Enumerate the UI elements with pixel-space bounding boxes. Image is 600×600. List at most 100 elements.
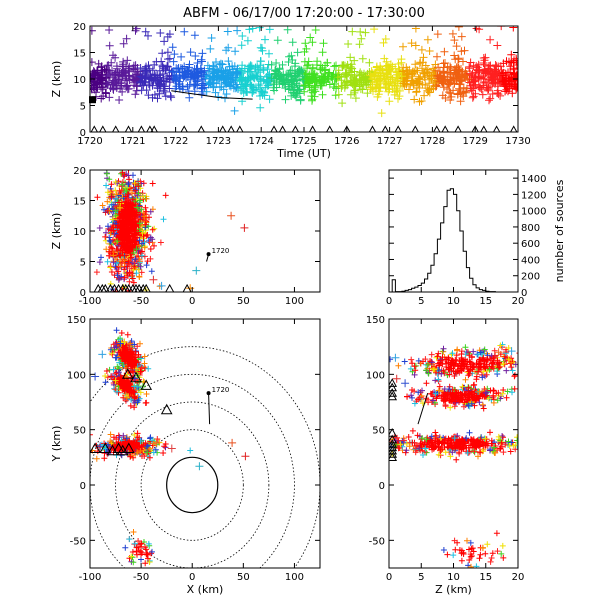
source-point: [164, 62, 172, 71]
source-point: [379, 70, 388, 78]
source-point: [375, 65, 384, 74]
range-ring: [140, 429, 244, 541]
source-point: [466, 367, 473, 374]
source-point: [475, 453, 481, 460]
source-point: [467, 359, 474, 366]
source-point: [287, 78, 296, 87]
source-point: [133, 359, 140, 366]
source-point: [318, 48, 327, 57]
y-tick-label: 20: [73, 22, 86, 33]
source-point: [452, 398, 459, 405]
histogram-step: [389, 188, 518, 293]
source-point: [217, 82, 226, 91]
source-point: [482, 550, 489, 557]
ground-triangle: [128, 283, 138, 292]
source-point: [189, 73, 198, 82]
source-point: [288, 38, 297, 47]
source-point: [505, 84, 514, 93]
source-point: [442, 402, 449, 408]
source-point: [130, 279, 137, 286]
source-point: [219, 76, 228, 85]
ground-triangle: [510, 125, 518, 132]
source-point: [487, 558, 494, 565]
y-tick-label: 100: [67, 370, 86, 381]
x-tick-label: -100: [79, 572, 102, 583]
source-point: [222, 90, 231, 98]
source-point: [162, 192, 169, 199]
source-point: [147, 208, 154, 215]
source-point: [307, 69, 316, 78]
source-point: [452, 368, 459, 375]
x-tick-label: 1724: [248, 136, 273, 147]
source-point: [453, 399, 459, 406]
source-point: [433, 354, 440, 361]
source-point: [150, 440, 157, 447]
y-axis-label: Z (km): [50, 213, 63, 250]
source-point: [356, 27, 365, 36]
source-point: [131, 180, 138, 186]
source-point: [127, 381, 133, 388]
ground-triangle: [433, 125, 441, 132]
source-point: [120, 432, 127, 439]
source-point: [163, 72, 172, 81]
source-point: [113, 354, 120, 361]
source-point: [453, 352, 460, 359]
source-point: [459, 383, 466, 390]
outlier-point: [227, 211, 236, 220]
source-point: [349, 74, 357, 82]
source-point: [239, 73, 248, 82]
source-point: [134, 343, 141, 350]
source-point: [166, 91, 175, 100]
source-point: [462, 376, 469, 383]
source-point: [450, 36, 459, 45]
ground-triangle: [471, 125, 479, 132]
source-point: [389, 440, 392, 442]
source-point: [141, 158, 147, 164]
source-point: [135, 229, 142, 236]
source-point: [141, 453, 148, 459]
source-point: [146, 454, 153, 461]
source-point: [394, 60, 403, 68]
source-point: [90, 58, 96, 67]
x-tick-label: -50: [133, 296, 149, 307]
source-point: [125, 170, 132, 173]
source-point: [428, 358, 435, 365]
source-point: [493, 89, 502, 97]
source-point: [412, 88, 421, 97]
source-point: [119, 352, 126, 359]
source-point: [318, 90, 327, 99]
source-point: [269, 83, 278, 92]
source-point: [148, 268, 155, 275]
source-point: [509, 26, 518, 32]
source-point: [143, 195, 150, 202]
source-point: [124, 215, 131, 222]
source-point: [143, 233, 150, 240]
source-point: [493, 75, 502, 84]
range-ring: [115, 401, 270, 568]
source-point: [423, 35, 432, 44]
source-point: [526, 443, 532, 449]
source-point: [441, 396, 448, 403]
source-point: [399, 42, 407, 51]
source-point: [344, 40, 353, 48]
source-point: [135, 351, 142, 358]
source-point: [171, 75, 180, 84]
source-point: [261, 35, 269, 44]
source-point: [452, 389, 459, 396]
source-point: [98, 76, 107, 85]
source-point: [118, 339, 125, 346]
source-point: [405, 434, 412, 440]
source-point: [160, 216, 167, 223]
source-point: [141, 213, 148, 220]
source-point: [124, 161, 130, 167]
ground-triangle: [141, 283, 151, 292]
source-point: [90, 73, 98, 82]
outlier-point: [192, 266, 201, 275]
source-point: [366, 85, 375, 94]
source-point: [506, 62, 515, 71]
source-point: [131, 404, 138, 411]
source-point: [256, 57, 265, 66]
source-point: [265, 49, 273, 58]
figure-title: ABFM - 06/17/00 17:20:00 - 17:30:00: [183, 6, 425, 21]
